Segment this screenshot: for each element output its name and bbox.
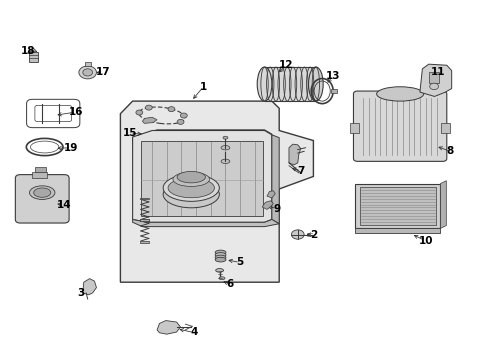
Bar — [355, 184, 441, 228]
Polygon shape — [272, 135, 279, 224]
Text: 14: 14 — [57, 200, 72, 210]
Text: 15: 15 — [123, 129, 137, 138]
Ellipse shape — [173, 172, 210, 186]
Polygon shape — [133, 220, 279, 226]
Circle shape — [292, 230, 304, 239]
Text: 19: 19 — [63, 143, 78, 153]
Bar — [350, 123, 359, 133]
Ellipse shape — [215, 250, 226, 255]
Polygon shape — [121, 101, 314, 282]
Polygon shape — [265, 67, 316, 101]
Bar — [360, 187, 436, 225]
Ellipse shape — [177, 171, 205, 183]
Bar — [141, 198, 149, 199]
Bar — [141, 220, 149, 221]
Bar — [429, 72, 440, 83]
Bar — [29, 51, 38, 62]
Polygon shape — [262, 201, 273, 210]
Text: 10: 10 — [418, 236, 433, 246]
Text: 6: 6 — [227, 279, 234, 289]
Text: 13: 13 — [326, 71, 340, 81]
Text: 12: 12 — [279, 60, 294, 70]
Text: 16: 16 — [69, 107, 84, 117]
Bar — [32, 172, 47, 178]
Text: 11: 11 — [431, 67, 445, 77]
Bar — [355, 228, 441, 233]
Circle shape — [83, 69, 93, 76]
Ellipse shape — [221, 159, 230, 163]
Polygon shape — [83, 279, 97, 295]
Bar — [141, 241, 149, 243]
Text: 1: 1 — [200, 82, 207, 92]
Text: 9: 9 — [273, 204, 280, 214]
Bar — [35, 167, 46, 172]
Text: 2: 2 — [310, 230, 317, 239]
Circle shape — [168, 107, 175, 112]
Bar — [85, 62, 91, 66]
Text: 17: 17 — [96, 67, 111, 77]
Text: 3: 3 — [78, 288, 85, 298]
Ellipse shape — [257, 67, 272, 101]
Circle shape — [136, 110, 143, 115]
Ellipse shape — [223, 136, 228, 139]
Ellipse shape — [215, 253, 226, 257]
Polygon shape — [157, 320, 180, 334]
Bar — [331, 89, 337, 93]
Text: 8: 8 — [446, 146, 454, 156]
Circle shape — [180, 113, 187, 118]
Ellipse shape — [29, 186, 55, 199]
Circle shape — [430, 83, 439, 90]
Ellipse shape — [168, 178, 215, 198]
Ellipse shape — [377, 87, 424, 101]
FancyBboxPatch shape — [15, 175, 69, 223]
Ellipse shape — [34, 188, 51, 197]
Circle shape — [146, 105, 152, 110]
Text: 18: 18 — [20, 46, 35, 56]
Polygon shape — [267, 191, 275, 198]
Ellipse shape — [163, 175, 220, 201]
Ellipse shape — [163, 181, 220, 208]
Circle shape — [79, 66, 97, 79]
Polygon shape — [143, 117, 157, 123]
Ellipse shape — [215, 255, 226, 260]
Ellipse shape — [309, 67, 323, 101]
Polygon shape — [420, 64, 452, 96]
Ellipse shape — [216, 269, 223, 272]
Polygon shape — [441, 181, 446, 228]
Text: 4: 4 — [190, 327, 197, 337]
Bar — [141, 219, 149, 221]
Ellipse shape — [221, 145, 230, 150]
Polygon shape — [133, 130, 272, 144]
Ellipse shape — [215, 257, 226, 262]
FancyBboxPatch shape — [353, 91, 447, 161]
Bar — [441, 123, 450, 133]
Ellipse shape — [219, 277, 225, 280]
Polygon shape — [30, 48, 37, 51]
Polygon shape — [142, 141, 263, 216]
Text: 5: 5 — [237, 257, 244, 267]
Polygon shape — [289, 144, 301, 165]
Text: 7: 7 — [297, 166, 305, 176]
Circle shape — [177, 120, 184, 124]
Polygon shape — [133, 131, 272, 222]
